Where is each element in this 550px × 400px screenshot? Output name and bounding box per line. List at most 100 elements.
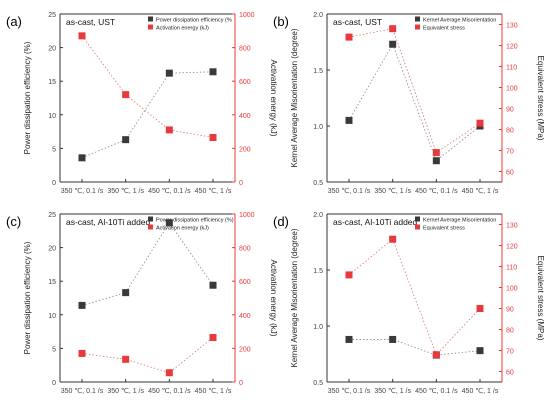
chart-panel: (c) 0 5 10 15 20 25 0 200 400 600 800 1000 350 ℃, 0.1…	[6, 212, 278, 395]
chart-title: as-cast, Al-10Ti added	[333, 217, 418, 227]
chart-panel: (a) 0 5 10 15 20 25 0 200 400 600 800 1000 350 ℃, 0.1…	[6, 12, 278, 195]
legend-label: Equivalent stress	[423, 26, 465, 32]
data-point	[432, 157, 440, 165]
right-tick-label: 60	[506, 170, 514, 177]
right-tick-label: 1000	[239, 212, 255, 219]
right-tick-label: 110	[506, 265, 517, 272]
legend-label: Kernel Average Misorientation	[423, 18, 496, 24]
right-tick-label: 0	[239, 180, 243, 187]
data-point	[78, 154, 86, 162]
left-tick-label: 2.0	[313, 12, 323, 19]
right-tick-label: 100	[506, 86, 518, 93]
legend-swatch	[415, 24, 420, 30]
x-tick-label: 350 ℃, 1 /s	[107, 188, 144, 195]
legend-swatch	[148, 216, 153, 222]
chart-title: as-cast, UST	[333, 17, 382, 27]
data-point	[78, 349, 86, 357]
series-line	[348, 28, 481, 154]
data-point	[476, 119, 484, 127]
data-point	[78, 301, 86, 309]
data-point	[389, 235, 397, 243]
left-tick-label: 0.5	[313, 180, 323, 187]
right-tick-label: 1000	[239, 12, 255, 19]
left-tick-label: 25	[48, 12, 56, 19]
legend-swatch	[148, 224, 153, 230]
legend-swatch	[415, 224, 420, 230]
panel-label: (c)	[6, 214, 21, 229]
x-tick-label: 350 ℃, 0.1 /s	[61, 188, 104, 195]
right-tick-label: 80	[506, 328, 514, 335]
legend-label: Equivalent stress	[423, 226, 465, 232]
data-point	[432, 149, 440, 157]
y-axis-title: Kernel Average Misorientation (degree)	[290, 28, 299, 167]
y2-axis-title: Activation energy (kJ)	[269, 260, 278, 337]
data-point	[389, 335, 397, 343]
data-point	[345, 335, 353, 343]
x-tick-label: 350 ℃, 1 /s	[107, 388, 144, 395]
x-tick-label: 450 ℃, 0.1 /s	[148, 388, 191, 395]
data-point	[389, 25, 397, 33]
left-tick-label: 25	[48, 212, 56, 219]
data-point	[209, 281, 217, 289]
x-tick-label: 350 ℃, 1 /s	[374, 388, 411, 395]
x-tick-label: 450 ℃, 0.1 /s	[415, 388, 458, 395]
left-tick-label: 1.0	[313, 124, 323, 131]
x-tick-label: 350 ℃, 0.1 /s	[328, 188, 371, 195]
legend-label: Power dissipation efficiency (%	[156, 18, 232, 24]
left-tick-label: 0.5	[313, 380, 323, 387]
left-tick-label: 5	[52, 146, 56, 153]
right-tick-label: 200	[239, 346, 251, 353]
data-point	[389, 40, 397, 48]
left-tick-label: 1.5	[313, 268, 323, 275]
data-point	[165, 219, 173, 227]
right-tick-label: 70	[506, 349, 514, 356]
right-tick-label: 90	[506, 307, 514, 314]
panel-label: (a)	[6, 14, 22, 29]
series-line	[348, 238, 481, 356]
legend-swatch	[148, 24, 153, 30]
data-point	[432, 351, 440, 359]
left-tick-label: 0	[52, 380, 56, 387]
y-axis-title: Power dissipation efficiency (%)	[23, 241, 32, 354]
right-tick-label: 120	[506, 44, 518, 51]
x-tick-label: 350 ℃, 0.1 /s	[328, 388, 371, 395]
series-line	[349, 339, 481, 356]
right-tick-label: 80	[506, 128, 514, 135]
right-tick-label: 110	[506, 65, 517, 72]
left-tick-label: 15	[48, 79, 56, 86]
data-point	[78, 32, 86, 40]
data-point	[122, 91, 130, 99]
right-tick-label: 130	[506, 23, 518, 30]
panel-label: (d)	[273, 214, 289, 229]
data-point	[165, 69, 173, 77]
x-tick-label: 450 ℃, 1 /s	[195, 188, 232, 195]
data-point	[165, 126, 173, 134]
series-line	[81, 337, 214, 374]
left-tick-label: 10	[48, 313, 56, 320]
right-tick-label: 130	[506, 223, 518, 230]
right-tick-label: 90	[506, 107, 514, 114]
y-axis-title: Kernel Average Misorientation (degree)	[290, 228, 299, 367]
chart-panel: (d) 0.5 1.0 1.5 2.0 60 70 80 90 100 110 120 130 350 ℃…	[273, 212, 545, 395]
left-tick-label: 5	[52, 346, 56, 353]
y2-axis-title: Equivalent stress (MPa)	[536, 56, 545, 141]
data-point	[476, 305, 484, 312]
right-tick-label: 60	[506, 370, 514, 377]
legend-swatch	[415, 16, 420, 22]
left-tick-label: 20	[48, 246, 56, 253]
left-tick-label: 1.0	[313, 324, 323, 331]
data-point	[209, 68, 217, 76]
data-point	[209, 133, 217, 141]
data-point	[122, 289, 130, 297]
left-tick-label: 10	[48, 113, 56, 120]
right-tick-label: 120	[506, 244, 518, 251]
left-tick-label: 15	[48, 279, 56, 286]
x-tick-label: 450 ℃, 0.1 /s	[415, 188, 458, 195]
right-tick-label: 100	[506, 286, 518, 293]
x-tick-label: 350 ℃, 1 /s	[374, 188, 411, 195]
series-line	[81, 35, 214, 138]
chart-title: as-cast, UST	[66, 17, 115, 27]
right-tick-label: 600	[239, 79, 251, 86]
legend-label: Activation energy (kJ)	[156, 226, 209, 232]
